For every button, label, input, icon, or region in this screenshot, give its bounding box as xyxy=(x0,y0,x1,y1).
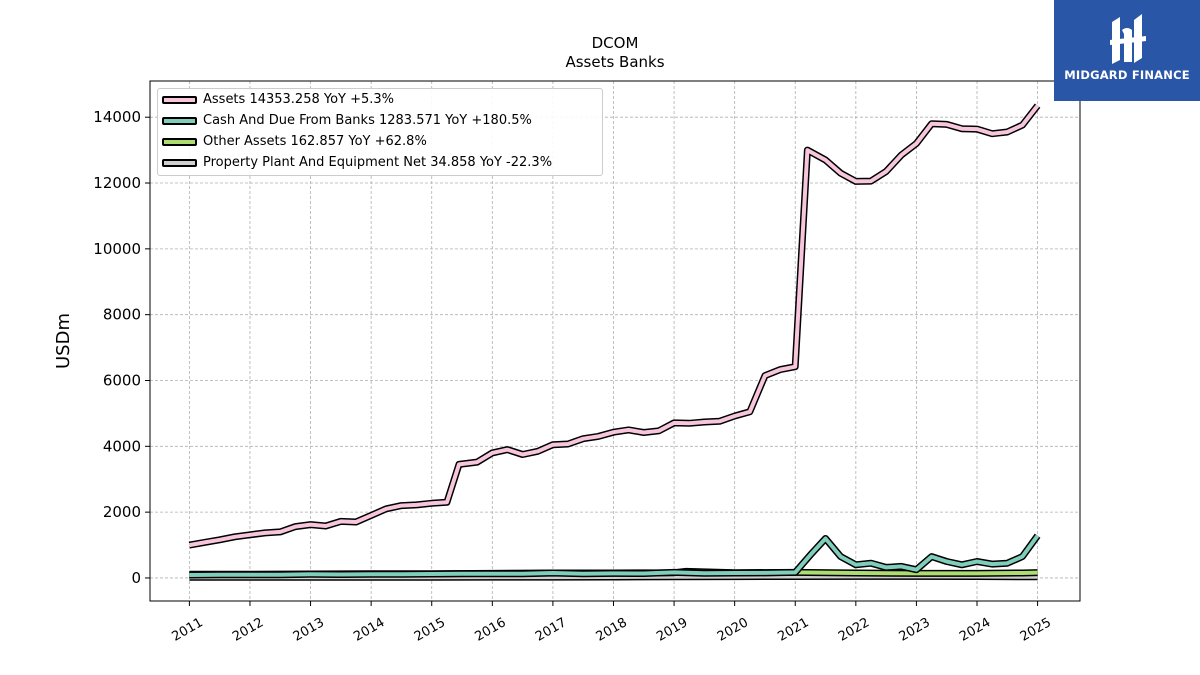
legend-swatch-cash xyxy=(162,117,197,125)
x-tick-label: 2020 xyxy=(715,615,751,645)
y-axis-label: USDm xyxy=(53,313,74,369)
y-tick-label: 12000 xyxy=(93,174,141,192)
x-tick-label: 2011 xyxy=(170,615,206,645)
y-tick-label: 10000 xyxy=(93,240,141,258)
legend-swatch-ppe xyxy=(162,159,197,167)
y-axis: 0 2000 4000 6000 8000 10000 12000 14000 xyxy=(93,108,150,587)
chart-subtitle: Assets Banks xyxy=(565,53,664,71)
chart-title: DCOM xyxy=(592,34,639,52)
brand-logo: MIDGARD FINANCE xyxy=(1054,0,1200,101)
x-tick-label: 2019 xyxy=(654,615,690,645)
series-line-assets xyxy=(189,104,1040,548)
x-tick-label: 2015 xyxy=(412,615,448,645)
x-tick-label: 2024 xyxy=(957,615,993,645)
x-tick-label: 2023 xyxy=(897,615,933,645)
y-tick-label: 4000 xyxy=(103,437,141,455)
logo-mark-icon xyxy=(1110,14,1146,64)
series-line-cash-and-due-from-banks xyxy=(189,534,1040,577)
x-tick-label: 2012 xyxy=(230,615,266,645)
x-tick-label: 2017 xyxy=(533,615,569,645)
x-tick-label: 2021 xyxy=(775,615,811,645)
legend-label-assets: Assets 14353.258 YoY +5.3% xyxy=(203,92,395,107)
series-lines xyxy=(188,103,1041,581)
x-tick-label: 2022 xyxy=(836,615,872,645)
legend: Assets 14353.258 YoY +5.3% Cash And Due … xyxy=(157,88,603,176)
y-tick-label: 0 xyxy=(131,569,141,587)
plot-frame xyxy=(149,80,1081,602)
legend-label-other-assets: Other Assets 162.857 YoY +62.8% xyxy=(203,134,427,149)
legend-swatch-assets xyxy=(162,96,197,104)
x-axis: 2011 2012 2013 2014 2015 2016 2017 2018 2019 2020… xyxy=(170,601,1054,645)
y-tick-label: 14000 xyxy=(93,108,141,126)
legend-swatch-other-assets xyxy=(162,138,197,146)
legend-label-ppe: Property Plant And Equipment Net 34.858 … xyxy=(203,155,553,170)
legend-label-cash: Cash And Due From Banks 1283.571 YoY +18… xyxy=(203,113,532,128)
x-tick-label: 2014 xyxy=(351,615,387,645)
x-tick-label: 2016 xyxy=(472,615,508,645)
y-tick-label: 6000 xyxy=(103,371,141,389)
y-tick-label: 2000 xyxy=(103,503,141,521)
y-tick-label: 8000 xyxy=(103,306,141,324)
x-tick-label: 2025 xyxy=(1018,615,1054,645)
logo-text: MIDGARD FINANCE xyxy=(1064,68,1190,82)
x-tick-label: 2013 xyxy=(291,615,327,645)
x-tick-label: 2018 xyxy=(594,615,630,645)
